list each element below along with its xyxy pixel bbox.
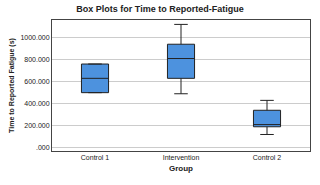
- svg-text:Group: Group: [169, 164, 193, 173]
- svg-text:200.000: 200.000: [24, 122, 49, 129]
- svg-text:Control 2: Control 2: [253, 154, 282, 161]
- svg-text:400.000: 400.000: [24, 100, 49, 107]
- svg-text:Time to Reported Fatigue (s): Time to Reported Fatigue (s): [8, 38, 16, 133]
- svg-text:800.000: 800.000: [24, 56, 49, 63]
- svg-text:Control 1: Control 1: [81, 154, 110, 161]
- svg-text:600.000: 600.000: [24, 78, 49, 85]
- svg-text:Box Plots for Time to Reported: Box Plots for Time to Reported-Fatigue: [76, 4, 243, 14]
- svg-text:Intervention: Intervention: [163, 154, 200, 161]
- svg-text:1000.000: 1000.000: [20, 34, 49, 41]
- svg-text:.000: .000: [36, 144, 50, 151]
